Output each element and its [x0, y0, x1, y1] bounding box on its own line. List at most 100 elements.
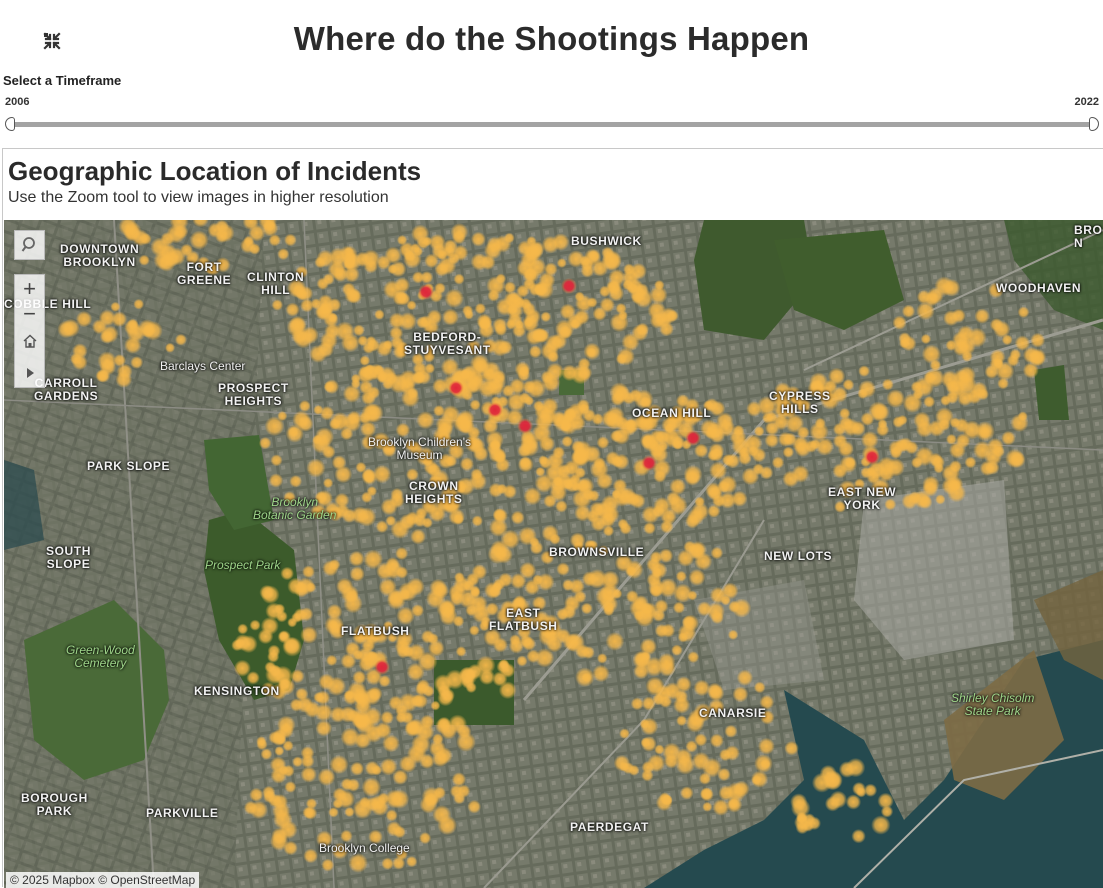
map-search-button[interactable] [14, 230, 45, 260]
incident-density-mark [392, 769, 409, 785]
incident-density-mark [231, 639, 244, 652]
incident-density-mark [385, 789, 404, 809]
incident-density-mark [344, 287, 361, 304]
incident-density-mark [578, 403, 591, 416]
incident-density-mark [487, 544, 508, 564]
timeframe-slider-track[interactable] [10, 122, 1095, 127]
timeframe-min-value: 2006 [5, 96, 30, 108]
incident-density-mark [452, 615, 465, 627]
incident-density-mark [710, 610, 724, 625]
incident-density-mark [382, 339, 394, 350]
incident-density-mark [729, 428, 747, 446]
incident-density-mark [398, 312, 417, 331]
incident-density-mark [897, 414, 908, 426]
incident-density-mark [329, 755, 349, 775]
incident-density-mark [886, 389, 905, 408]
map-canvas[interactable]: DOWNTOWN BROOKLYN FORT GREENE CLINTON HI… [4, 220, 1103, 888]
incident-density-mark [834, 500, 847, 513]
incident-density-mark [474, 302, 487, 315]
incident-density-mark [448, 714, 468, 734]
incident-density-mark [608, 268, 626, 287]
map-zoom-controls: + − [14, 274, 45, 388]
incident-density-mark [315, 690, 331, 705]
incident-density-mark [536, 328, 550, 343]
label-prospect-heights: PROSPECT HEIGHTS [218, 381, 289, 408]
incident-density-mark [328, 418, 341, 430]
incident-density-mark [562, 579, 575, 592]
incident-density-mark [625, 590, 639, 603]
incident-density-mark [297, 415, 314, 432]
incident-density-mark [268, 234, 281, 247]
incident-density-mark [675, 676, 692, 693]
incident-density-mark [889, 446, 903, 459]
incident-density-mark [628, 388, 643, 403]
incident-hotspot-mark [374, 659, 390, 675]
incident-density-mark [405, 468, 419, 482]
collapse-icon[interactable] [38, 27, 66, 55]
incident-density-mark [415, 682, 429, 696]
label-downtown-brooklyn: DOWNTOWN BROOKLYN [60, 242, 140, 269]
incident-density-mark [750, 770, 769, 788]
incident-density-mark [842, 378, 855, 391]
incident-density-mark [716, 412, 734, 430]
home-button[interactable] [15, 327, 44, 355]
expand-toolbar-button[interactable] [15, 359, 44, 387]
incident-density-mark [434, 262, 449, 277]
incident-density-mark [764, 433, 780, 448]
incident-density-mark [437, 815, 458, 836]
label-carroll-gardens: CARROLL GARDENS [34, 376, 99, 403]
incident-density-mark [870, 477, 891, 498]
incident-density-mark [552, 446, 566, 459]
incident-density-mark [863, 783, 878, 797]
incident-density-mark [324, 323, 341, 340]
incident-density-mark [551, 233, 570, 251]
incident-density-mark [691, 502, 710, 521]
incident-density-mark [363, 549, 384, 570]
incident-density-mark [533, 281, 549, 297]
incident-density-mark [1022, 362, 1039, 379]
incident-density-mark [328, 807, 339, 818]
incident-density-mark [892, 315, 907, 330]
incident-density-mark [937, 418, 951, 431]
incident-density-mark [773, 401, 792, 419]
incident-density-mark [676, 715, 688, 727]
zoom-in-button[interactable]: + [23, 276, 36, 301]
incident-density-mark [534, 648, 555, 668]
incident-density-mark [583, 342, 601, 361]
incident-density-mark [467, 426, 481, 440]
incident-density-mark [914, 446, 935, 467]
incident-density-mark [352, 629, 368, 645]
incident-density-mark [361, 777, 382, 797]
incident-density-mark [591, 259, 609, 277]
zoom-out-button[interactable]: − [23, 301, 36, 326]
label-brooklyn-college: Brooklyn College [319, 841, 410, 855]
timeframe-start-handle[interactable] [5, 117, 15, 131]
incident-density-mark [306, 458, 326, 478]
label-prospect-park: Prospect Park [205, 558, 281, 572]
incident-density-mark [341, 508, 357, 524]
incident-density-mark [952, 369, 971, 388]
incident-density-mark [370, 794, 387, 811]
incident-density-mark [239, 635, 258, 654]
incident-density-mark [267, 650, 280, 663]
incident-density-mark [529, 541, 544, 555]
label-borough-park: BOROUGH PARK [21, 791, 88, 818]
incident-density-mark [596, 436, 610, 449]
label-east-flatbush: EAST FLATBUSH [489, 606, 558, 633]
incident-hotspot-mark [418, 284, 434, 300]
timeframe-end-handle[interactable] [1089, 117, 1099, 131]
incident-density-mark [639, 718, 650, 729]
incident-density-mark [268, 473, 284, 488]
incident-density-mark [1028, 348, 1047, 367]
incident-density-mark [918, 495, 933, 510]
incident-density-mark [1014, 335, 1031, 351]
incident-density-mark [340, 653, 357, 670]
incident-density-mark [783, 432, 797, 446]
label-woodhaven: WOODHAVEN [996, 281, 1082, 295]
label-paerdegat: PAERDEGAT [570, 820, 649, 834]
incident-density-mark [272, 801, 291, 821]
incident-density-mark [164, 342, 176, 353]
incident-density-mark [974, 308, 990, 324]
incident-density-mark [268, 664, 282, 677]
incident-density-mark [471, 564, 488, 580]
